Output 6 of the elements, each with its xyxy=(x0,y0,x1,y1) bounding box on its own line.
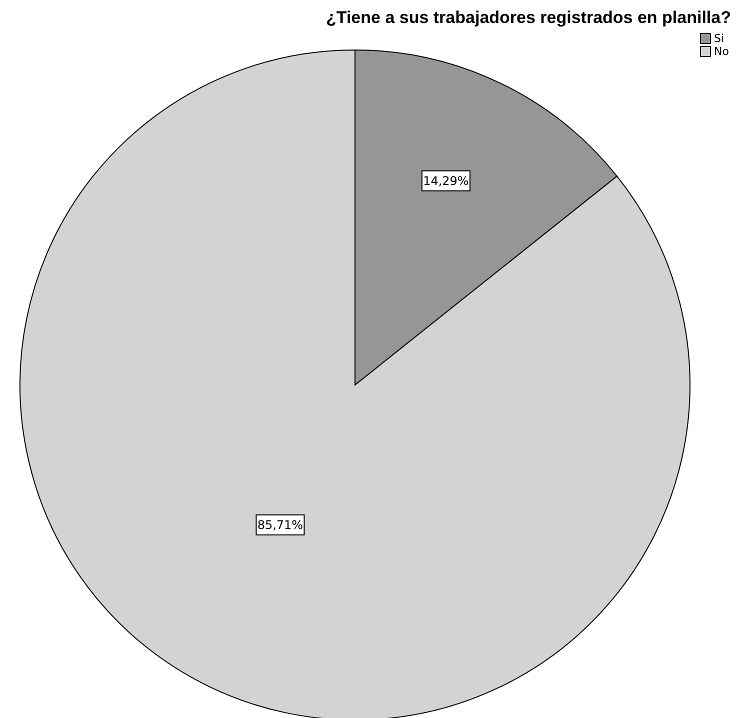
data-label: 14,29% xyxy=(423,174,469,188)
legend-label: No xyxy=(714,45,729,58)
chart-title: ¿Tiene a sus trabajadores registrados en planilla? xyxy=(326,8,731,28)
data-label: 85,71% xyxy=(257,518,304,532)
pie-slice xyxy=(20,50,690,718)
legend-label: Si xyxy=(714,32,724,45)
